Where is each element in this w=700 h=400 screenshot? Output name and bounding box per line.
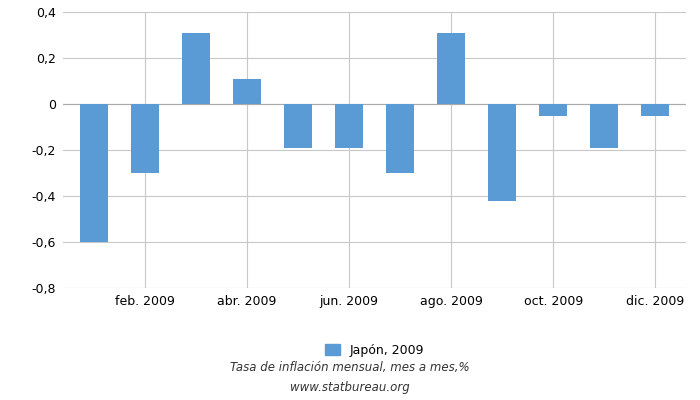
Bar xyxy=(335,104,363,148)
Text: www.statbureau.org: www.statbureau.org xyxy=(290,382,410,394)
Bar xyxy=(131,104,159,173)
Bar xyxy=(386,104,414,173)
Bar xyxy=(437,33,465,104)
Bar xyxy=(641,104,669,116)
Bar xyxy=(182,33,210,104)
Legend: Japón, 2009: Japón, 2009 xyxy=(325,344,424,357)
Bar xyxy=(539,104,567,116)
Text: Tasa de inflación mensual, mes a mes,%: Tasa de inflación mensual, mes a mes,% xyxy=(230,362,470,374)
Bar xyxy=(590,104,618,148)
Bar xyxy=(284,104,312,148)
Bar xyxy=(488,104,516,200)
Bar xyxy=(80,104,108,242)
Bar xyxy=(233,79,261,104)
